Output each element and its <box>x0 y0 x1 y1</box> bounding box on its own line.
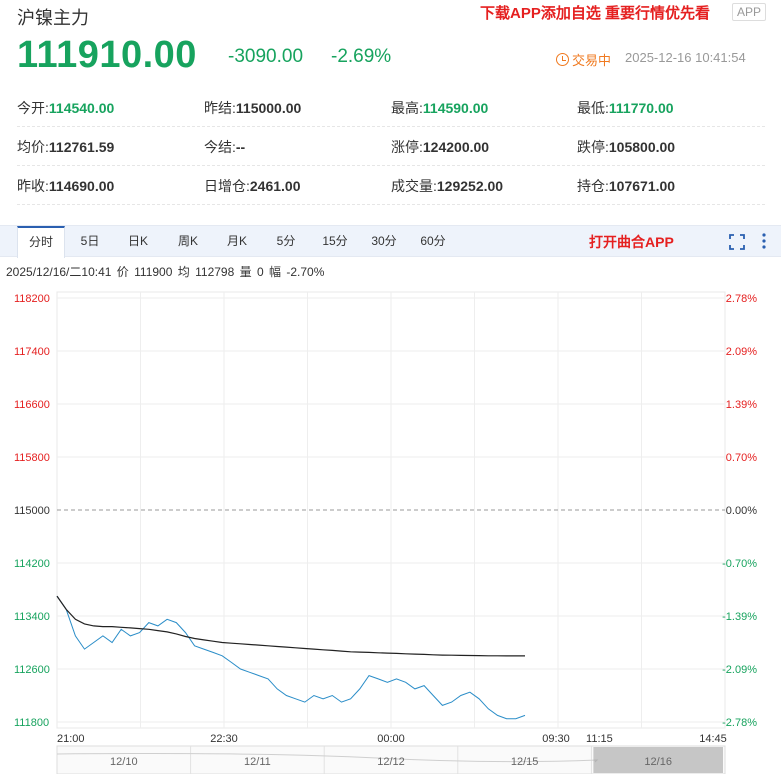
stat-limit-down: 跌停:105800.00 <box>577 139 676 155</box>
y-tick-label: 115800 <box>14 452 50 464</box>
chart-tabs: 分时 5日 日K 周K 月K 5分 15分 30分 60分 打开曲合APP <box>0 225 781 258</box>
x-tick-label: 22:30 <box>210 733 238 745</box>
y-tick-label: 111800 <box>14 717 49 729</box>
trading-status: 交易中 <box>556 50 611 69</box>
navigator-trend <box>56 753 599 763</box>
tab-5min[interactable]: 5分 <box>276 234 296 248</box>
stat-open-interest: 持仓:107671.00 <box>577 178 676 194</box>
y-tick-label: 114200 <box>14 558 50 570</box>
navigator-date-label: 12/15 <box>511 756 539 768</box>
stat-prev-close: 昨收:114690.00 <box>17 178 115 194</box>
x-tick-label: 14:45 <box>699 733 727 745</box>
tab-daily-k[interactable]: 日K <box>127 234 148 248</box>
quote-datetime: 2025-12-16 10:41:54 <box>625 50 746 65</box>
stats-row: 昨收:114690.00 日增仓:2461.00 成交量:129252.00 持… <box>17 166 765 205</box>
navigator-date-label: 12/12 <box>377 756 405 768</box>
info-price: 111900 <box>134 265 173 279</box>
tab-30min[interactable]: 30分 <box>371 234 397 248</box>
stats-row: 均价:112761.59 今结:-- 涨停:124200.00 跌停:10580… <box>17 127 765 166</box>
crosshair-info-bar: 2025/12/16/二10:41 价 111900 均 112798 量 0 … <box>6 263 326 280</box>
pct-tick-label: 1.39% <box>726 399 757 411</box>
stat-high: 最高:114590.00 <box>391 100 489 116</box>
download-app-promo[interactable]: 下载APP添加自选 重要行情优先看 <box>480 5 711 22</box>
trading-status-label: 交易中 <box>572 53 612 68</box>
x-tick-label: 21:00 <box>57 733 85 745</box>
stat-limit-up: 涨停:124200.00 <box>391 139 490 155</box>
instrument-name: 沪镍主力 <box>17 8 89 28</box>
x-tick-label: 11:15 <box>586 733 613 745</box>
tab-5day[interactable]: 5日 <box>80 234 100 248</box>
stat-volume: 成交量:129252.00 <box>391 178 504 194</box>
pct-tick-label: 2.09% <box>726 346 757 358</box>
stats-grid: 今开:114540.00 昨结:115000.00 最高:114590.00 最… <box>17 88 765 205</box>
pct-tick-label: 0.00% <box>726 505 757 517</box>
tab-weekly-k[interactable]: 周K <box>177 234 198 248</box>
tab-60min[interactable]: 60分 <box>420 234 446 248</box>
navigator-date-label: 12/16 <box>644 756 672 768</box>
info-price-label: 价 <box>116 265 129 279</box>
info-avg-label: 均 <box>177 265 190 279</box>
pct-tick-label: -1.39% <box>722 611 757 623</box>
y-tick-label: 112600 <box>14 664 50 676</box>
stats-row: 今开:114540.00 昨结:115000.00 最高:114590.00 最… <box>17 88 765 127</box>
x-tick-label: 09:30 <box>542 733 570 745</box>
price-change-percent: -2.69% <box>331 46 392 67</box>
y-tick-label: 117400 <box>14 346 50 358</box>
price-change: -3090.00 <box>228 46 304 67</box>
tab-intraday[interactable]: 分时 <box>17 226 65 258</box>
app-badge[interactable]: APP <box>732 3 767 21</box>
pct-tick-label: -2.09% <box>722 664 757 676</box>
info-pct-label: 幅 <box>269 265 282 279</box>
tab-15min[interactable]: 15分 <box>322 234 348 248</box>
price-line <box>56 595 526 720</box>
navigator-selection <box>593 747 723 773</box>
stat-open: 今开:114540.00 <box>17 100 115 116</box>
quote-row: 111910.00 -3090.00 -2.69% 交易中 2025-12-16… <box>0 34 781 84</box>
stat-avg: 均价:112761.59 <box>17 139 115 155</box>
info-avg: 112798 <box>195 265 235 279</box>
more-vertical-icon[interactable] <box>762 232 766 250</box>
y-tick-label: 116600 <box>14 399 50 411</box>
average-price-line <box>56 595 525 657</box>
intraday-chart[interactable]: 118200 2.78% 117400 2.09% 116600 1.39% 115800 0… <box>0 280 781 774</box>
clock-icon <box>556 53 569 66</box>
stat-oi-change: 日增仓:2461.00 <box>204 178 301 194</box>
last-price: 111910.00 <box>17 34 197 76</box>
pct-tick-label: 0.70% <box>726 452 757 464</box>
navigator-date-label: 12/11 <box>244 756 271 768</box>
open-app-link[interactable]: 打开曲合APP <box>589 234 674 250</box>
stat-settle: 今结:-- <box>204 139 246 155</box>
x-tick-label: 00:00 <box>377 733 405 745</box>
pct-tick-label: 2.78% <box>726 293 757 305</box>
tab-monthly-k[interactable]: 月K <box>226 234 247 248</box>
stat-low: 最低:111770.00 <box>577 100 674 116</box>
pct-tick-label: -2.78% <box>722 717 757 729</box>
pct-tick-label: -0.70% <box>722 558 757 570</box>
y-tick-label: 118200 <box>14 293 50 305</box>
y-tick-label: 113400 <box>14 611 50 623</box>
info-vol-label: 量 <box>239 265 252 279</box>
info-pct: -2.70% <box>286 265 325 279</box>
stat-prev-settle: 昨结:115000.00 <box>204 100 302 116</box>
top-bar: 沪镍主力 下载APP添加自选 重要行情优先看 APP <box>0 0 781 30</box>
y-tick-label: 115000 <box>14 505 50 517</box>
info-time: 2025/12/16/二10:41 <box>6 265 112 279</box>
navigator-date-label: 12/10 <box>110 756 138 768</box>
info-vol: 0 <box>256 265 264 279</box>
fullscreen-icon[interactable] <box>729 234 745 250</box>
